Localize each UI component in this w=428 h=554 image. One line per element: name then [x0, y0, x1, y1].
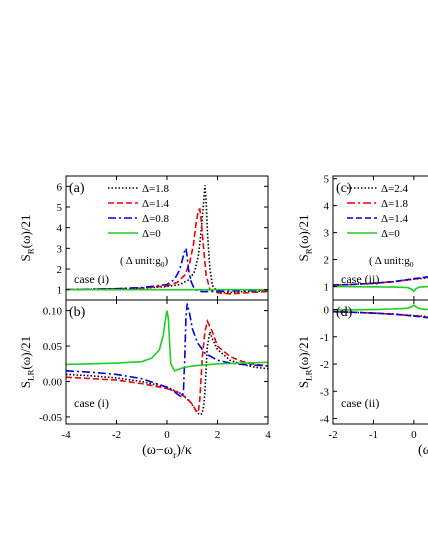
- legend-label: Δ=0.8: [142, 213, 170, 225]
- x-tick-label: -4: [61, 429, 71, 441]
- case-label: case (ii): [341, 272, 379, 286]
- y-tick-label: 1: [324, 282, 330, 294]
- y-tick-label: -3: [320, 386, 330, 398]
- x-tick-label: 0: [164, 429, 170, 441]
- y-tick-label: 4: [57, 223, 63, 235]
- x-tick-label: 2: [215, 429, 221, 441]
- series-line-4: [66, 310, 268, 372]
- legend-label: Δ=2.4: [381, 183, 409, 195]
- legend-label: Δ=0: [142, 228, 161, 240]
- x-tick-label: -2: [328, 429, 337, 441]
- x-tick-label: -2: [112, 429, 121, 441]
- y-axis-label: SLR(ω)/21: [18, 336, 36, 388]
- panel-b: -0.05 0.00 0.05 0.10 -4 -2 0 2 4 (b) case (i) SLR(ω…: [18, 299, 271, 461]
- y-tick-label: 5: [324, 174, 330, 186]
- y-tick-label: 4: [324, 201, 330, 213]
- case-label: case (i): [74, 396, 109, 410]
- series-line-4: [333, 304, 428, 311]
- y-tick-label: 2: [324, 255, 330, 267]
- series-line-4: [333, 285, 428, 293]
- series-line-3: [333, 310, 428, 319]
- x-axis-label: (ω−ω: [418, 443, 428, 458]
- panel-a: 1 2 3 4 5 6 (a) case (i) SR(ω)/21 Δ=1.8 Δ=1.4 Δ=0.8…: [18, 175, 269, 301]
- y-tick-label: -0.05: [39, 412, 62, 424]
- series-line-3: [333, 276, 428, 286]
- y-axis-label: SR(ω)/21: [296, 215, 314, 262]
- case-label: case (i): [74, 272, 109, 286]
- legend-label: Δ=1.8: [381, 198, 409, 210]
- x-tick-label: 0: [411, 429, 417, 441]
- x-tick-label: -1: [369, 429, 378, 441]
- y-tick-label: 1: [57, 285, 63, 297]
- panel-label: (a): [69, 181, 85, 196]
- legend-unit-note: ( Δ unit:g0: [369, 255, 414, 269]
- panel-label: (d): [336, 305, 353, 320]
- panel-d: 0 -1 -2 -3 -4 -2 -1 0 (d) case (ii) SLR(ω)/21 (ω−ω: [296, 299, 428, 458]
- series-line-3: [66, 303, 268, 399]
- y-axis-label: SR(ω)/21: [18, 215, 36, 262]
- legend-label: Δ=0: [381, 228, 400, 240]
- y-tick-label: -4: [320, 414, 330, 426]
- plot-frame: [332, 299, 428, 425]
- y-tick-label: -1: [320, 332, 329, 344]
- y-tick-label: 5: [57, 202, 63, 214]
- panel-label: (c): [336, 181, 352, 196]
- y-tick-label: 0: [324, 305, 330, 317]
- series-group: [66, 185, 268, 295]
- y-tick-label: 3: [324, 228, 330, 240]
- series-line-1: [66, 185, 268, 294]
- y-tick-label: 0.05: [43, 341, 63, 353]
- y-tick-label: 3: [57, 243, 63, 255]
- y-tick-label: 6: [57, 181, 63, 193]
- y-axis-label: SLR(ω)/21: [296, 336, 314, 388]
- legend-label: Δ=1.8: [142, 183, 170, 195]
- series-line-3: [66, 246, 268, 293]
- legend-label: Δ=1.4: [381, 213, 409, 225]
- y-tick-label: 0.00: [43, 376, 63, 388]
- y-tick-label: 0.10: [43, 306, 63, 318]
- y-tick-label: 2: [57, 264, 63, 276]
- legend-label: Δ=1.4: [142, 198, 170, 210]
- y-tick-label: -2: [320, 359, 329, 371]
- series-group: [66, 303, 268, 416]
- series-line-2: [66, 318, 268, 415]
- case-label: case (ii): [341, 396, 379, 410]
- series-group: [333, 304, 428, 319]
- x-tick-label: 4: [265, 429, 271, 441]
- series-group: [333, 276, 428, 293]
- legend-unit-note: ( Δ unit:g0): [120, 255, 168, 269]
- x-axis-label: (ω−ωr)/κ: [142, 443, 192, 461]
- panel-label: (b): [69, 305, 86, 320]
- panel-c: 1 2 3 4 5 (c) case (ii) SR(ω)/21 Δ=2.4 Δ=1.8 Δ=1.4…: [296, 174, 428, 301]
